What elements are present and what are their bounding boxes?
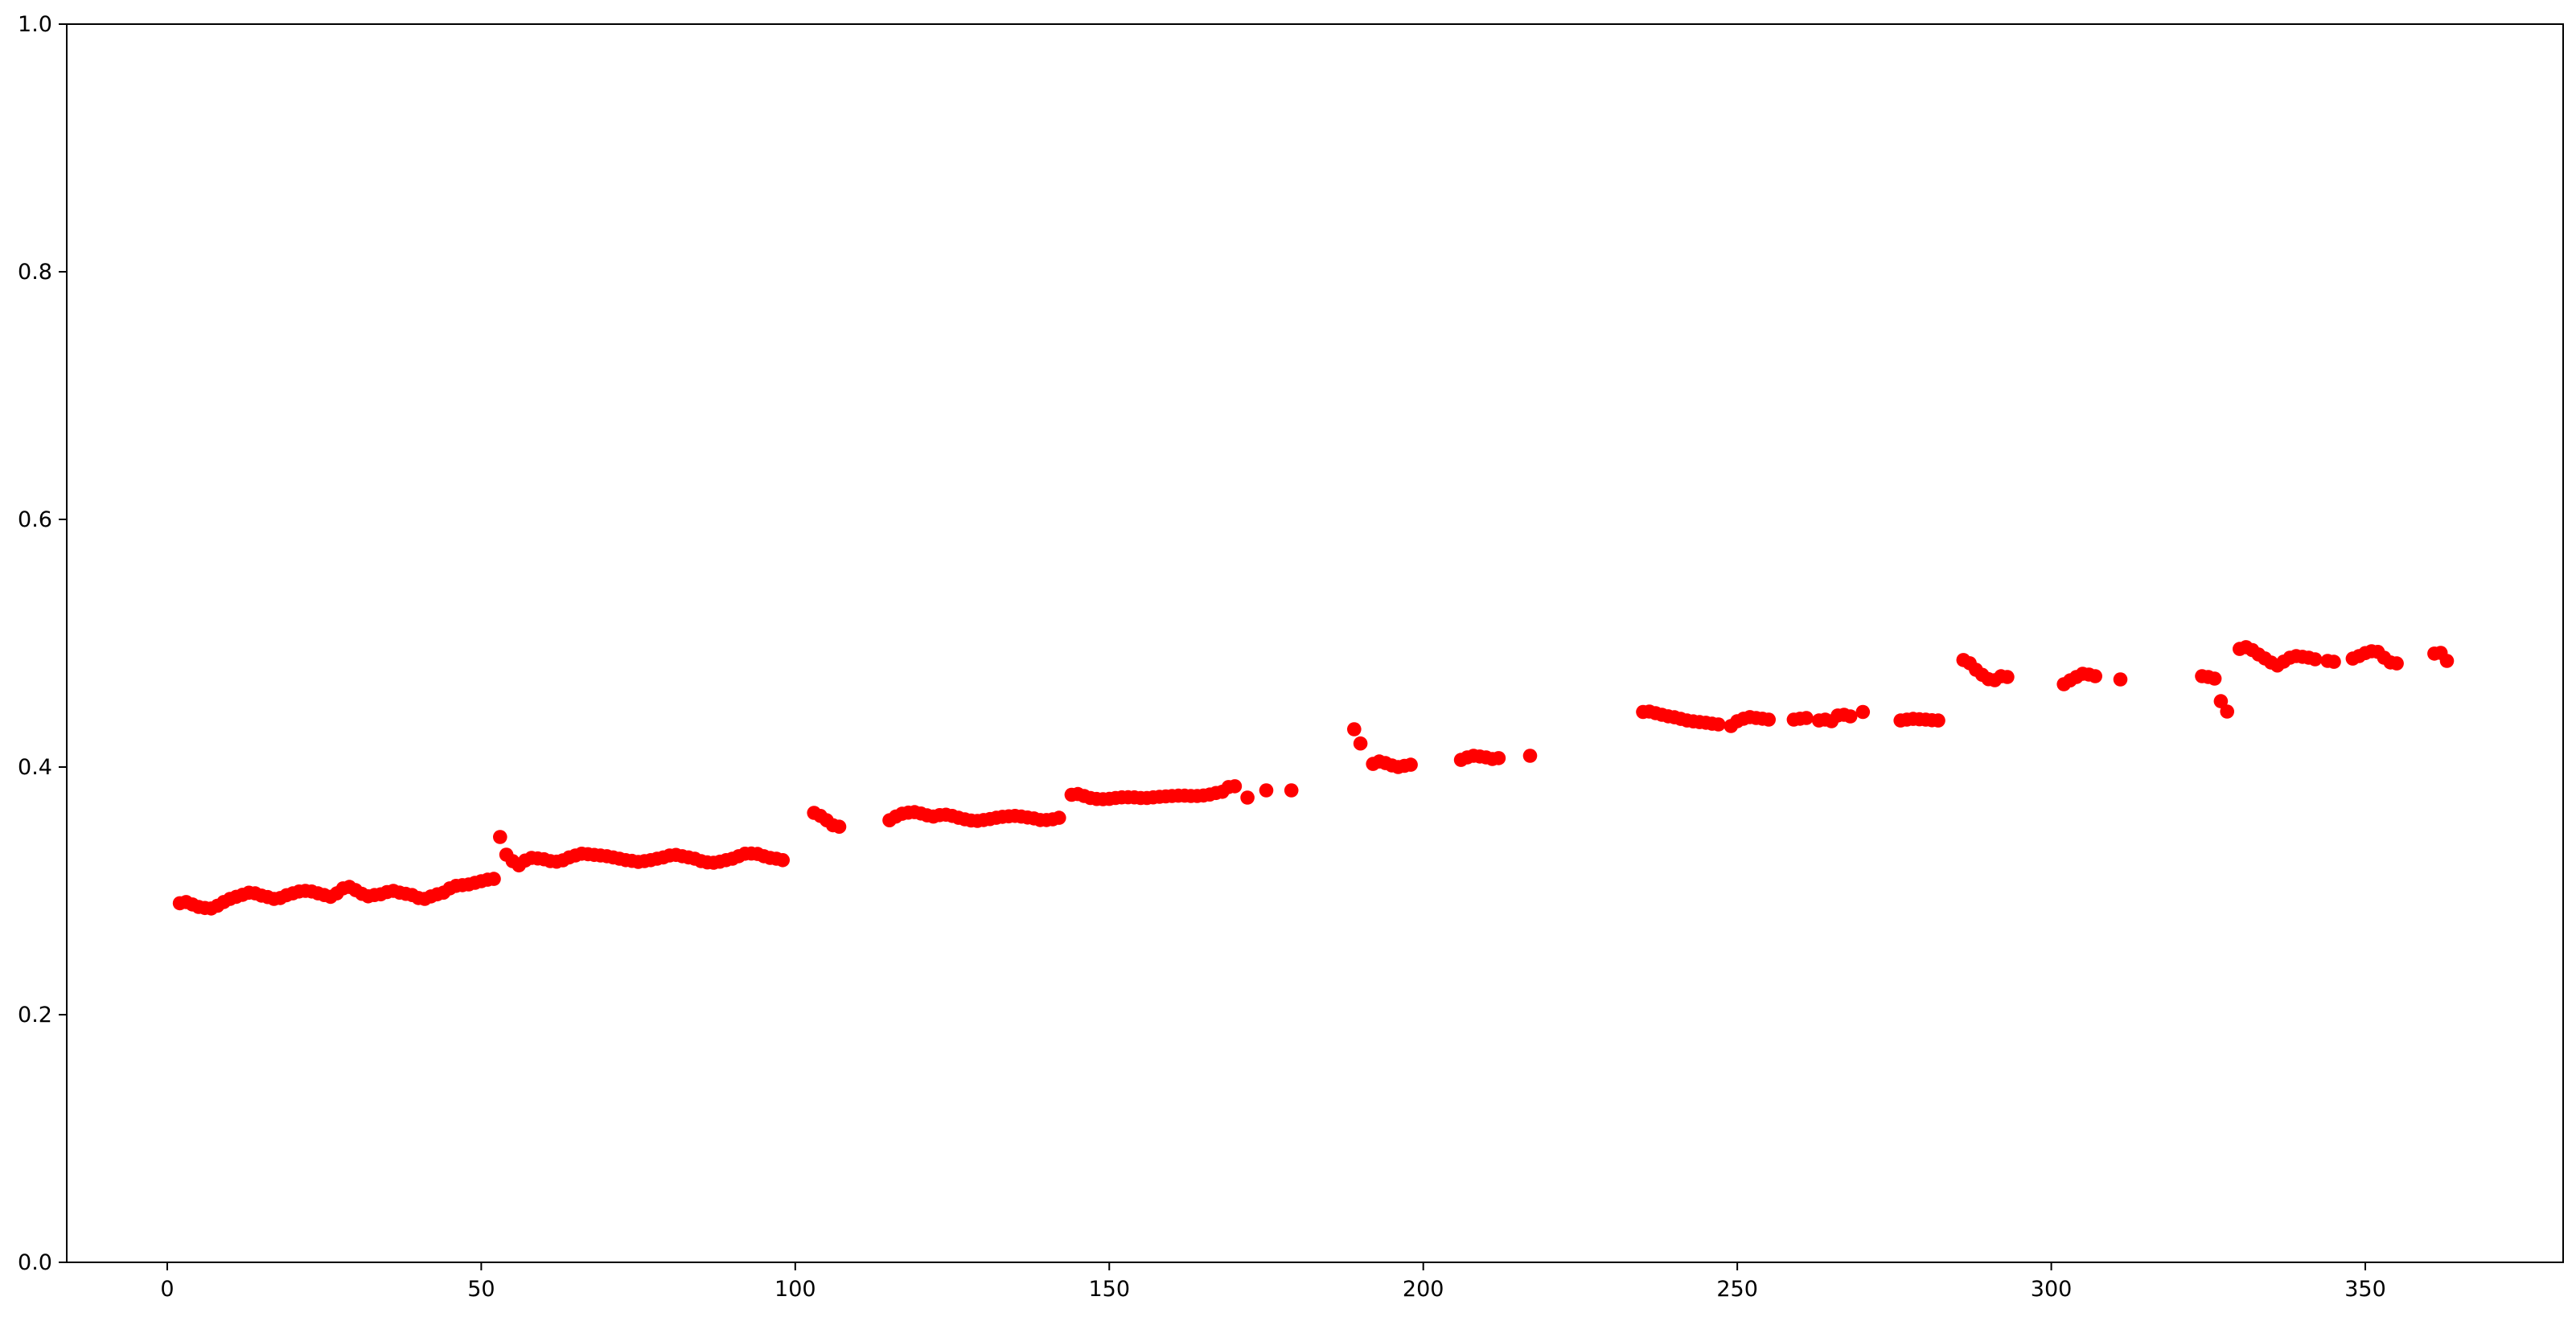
axes-spines bbox=[66, 23, 2564, 1263]
data-point bbox=[1227, 779, 1243, 794]
y-tick-label: 0.0 bbox=[18, 1250, 52, 1275]
x-tick-label: 150 bbox=[1088, 1277, 1130, 1302]
data-point bbox=[1522, 749, 1538, 763]
y-tick-label: 0.4 bbox=[18, 755, 52, 780]
y-tick-label: 1.0 bbox=[18, 12, 52, 37]
y-tick-label: 0.6 bbox=[18, 507, 52, 532]
scatter-points-layer bbox=[172, 640, 2455, 916]
x-tick-label: 50 bbox=[467, 1277, 495, 1302]
x-tick-label: 0 bbox=[160, 1277, 174, 1302]
data-point bbox=[1843, 709, 1858, 724]
data-point bbox=[2220, 704, 2234, 719]
x-tick-label: 100 bbox=[774, 1277, 816, 1302]
data-point bbox=[1799, 711, 1814, 725]
data-point bbox=[775, 853, 790, 868]
data-point bbox=[1711, 717, 1726, 732]
data-point bbox=[493, 830, 507, 844]
y-axis: 0.0 0.2 0.4 0.6 0.8 1.0 bbox=[18, 12, 67, 1275]
data-point bbox=[2307, 652, 2323, 667]
data-point bbox=[1931, 713, 1945, 728]
data-point bbox=[1052, 810, 1066, 825]
data-point bbox=[832, 819, 847, 834]
data-point bbox=[2088, 669, 2102, 683]
data-point bbox=[2213, 694, 2229, 708]
plot-border bbox=[66, 23, 2564, 1263]
data-point bbox=[1491, 751, 1506, 765]
data-point bbox=[1347, 722, 1362, 736]
data-point bbox=[1403, 757, 1418, 772]
data-point bbox=[1855, 704, 1871, 720]
data-point bbox=[1240, 790, 1255, 805]
data-point bbox=[1259, 783, 1274, 798]
data-point bbox=[2113, 672, 2128, 687]
x-tick-label: 300 bbox=[2031, 1277, 2073, 1302]
data-point bbox=[1761, 712, 1776, 727]
data-point bbox=[487, 872, 501, 886]
data-point bbox=[2207, 671, 2222, 686]
data-point bbox=[2389, 656, 2404, 671]
data-point bbox=[2000, 670, 2015, 684]
y-tick-label: 0.8 bbox=[18, 260, 52, 285]
x-tick-label: 250 bbox=[1716, 1277, 1758, 1302]
x-tick-label: 350 bbox=[2344, 1277, 2386, 1302]
data-point bbox=[1284, 783, 1299, 798]
x-axis: 0 50 100 150 200 250 300 350 bbox=[160, 1262, 2386, 1302]
data-point bbox=[2327, 654, 2341, 669]
x-tick-label: 200 bbox=[1403, 1277, 1444, 1302]
y-tick-label: 0.2 bbox=[18, 1003, 52, 1028]
data-point bbox=[2439, 654, 2455, 668]
data-point bbox=[1353, 736, 1368, 751]
